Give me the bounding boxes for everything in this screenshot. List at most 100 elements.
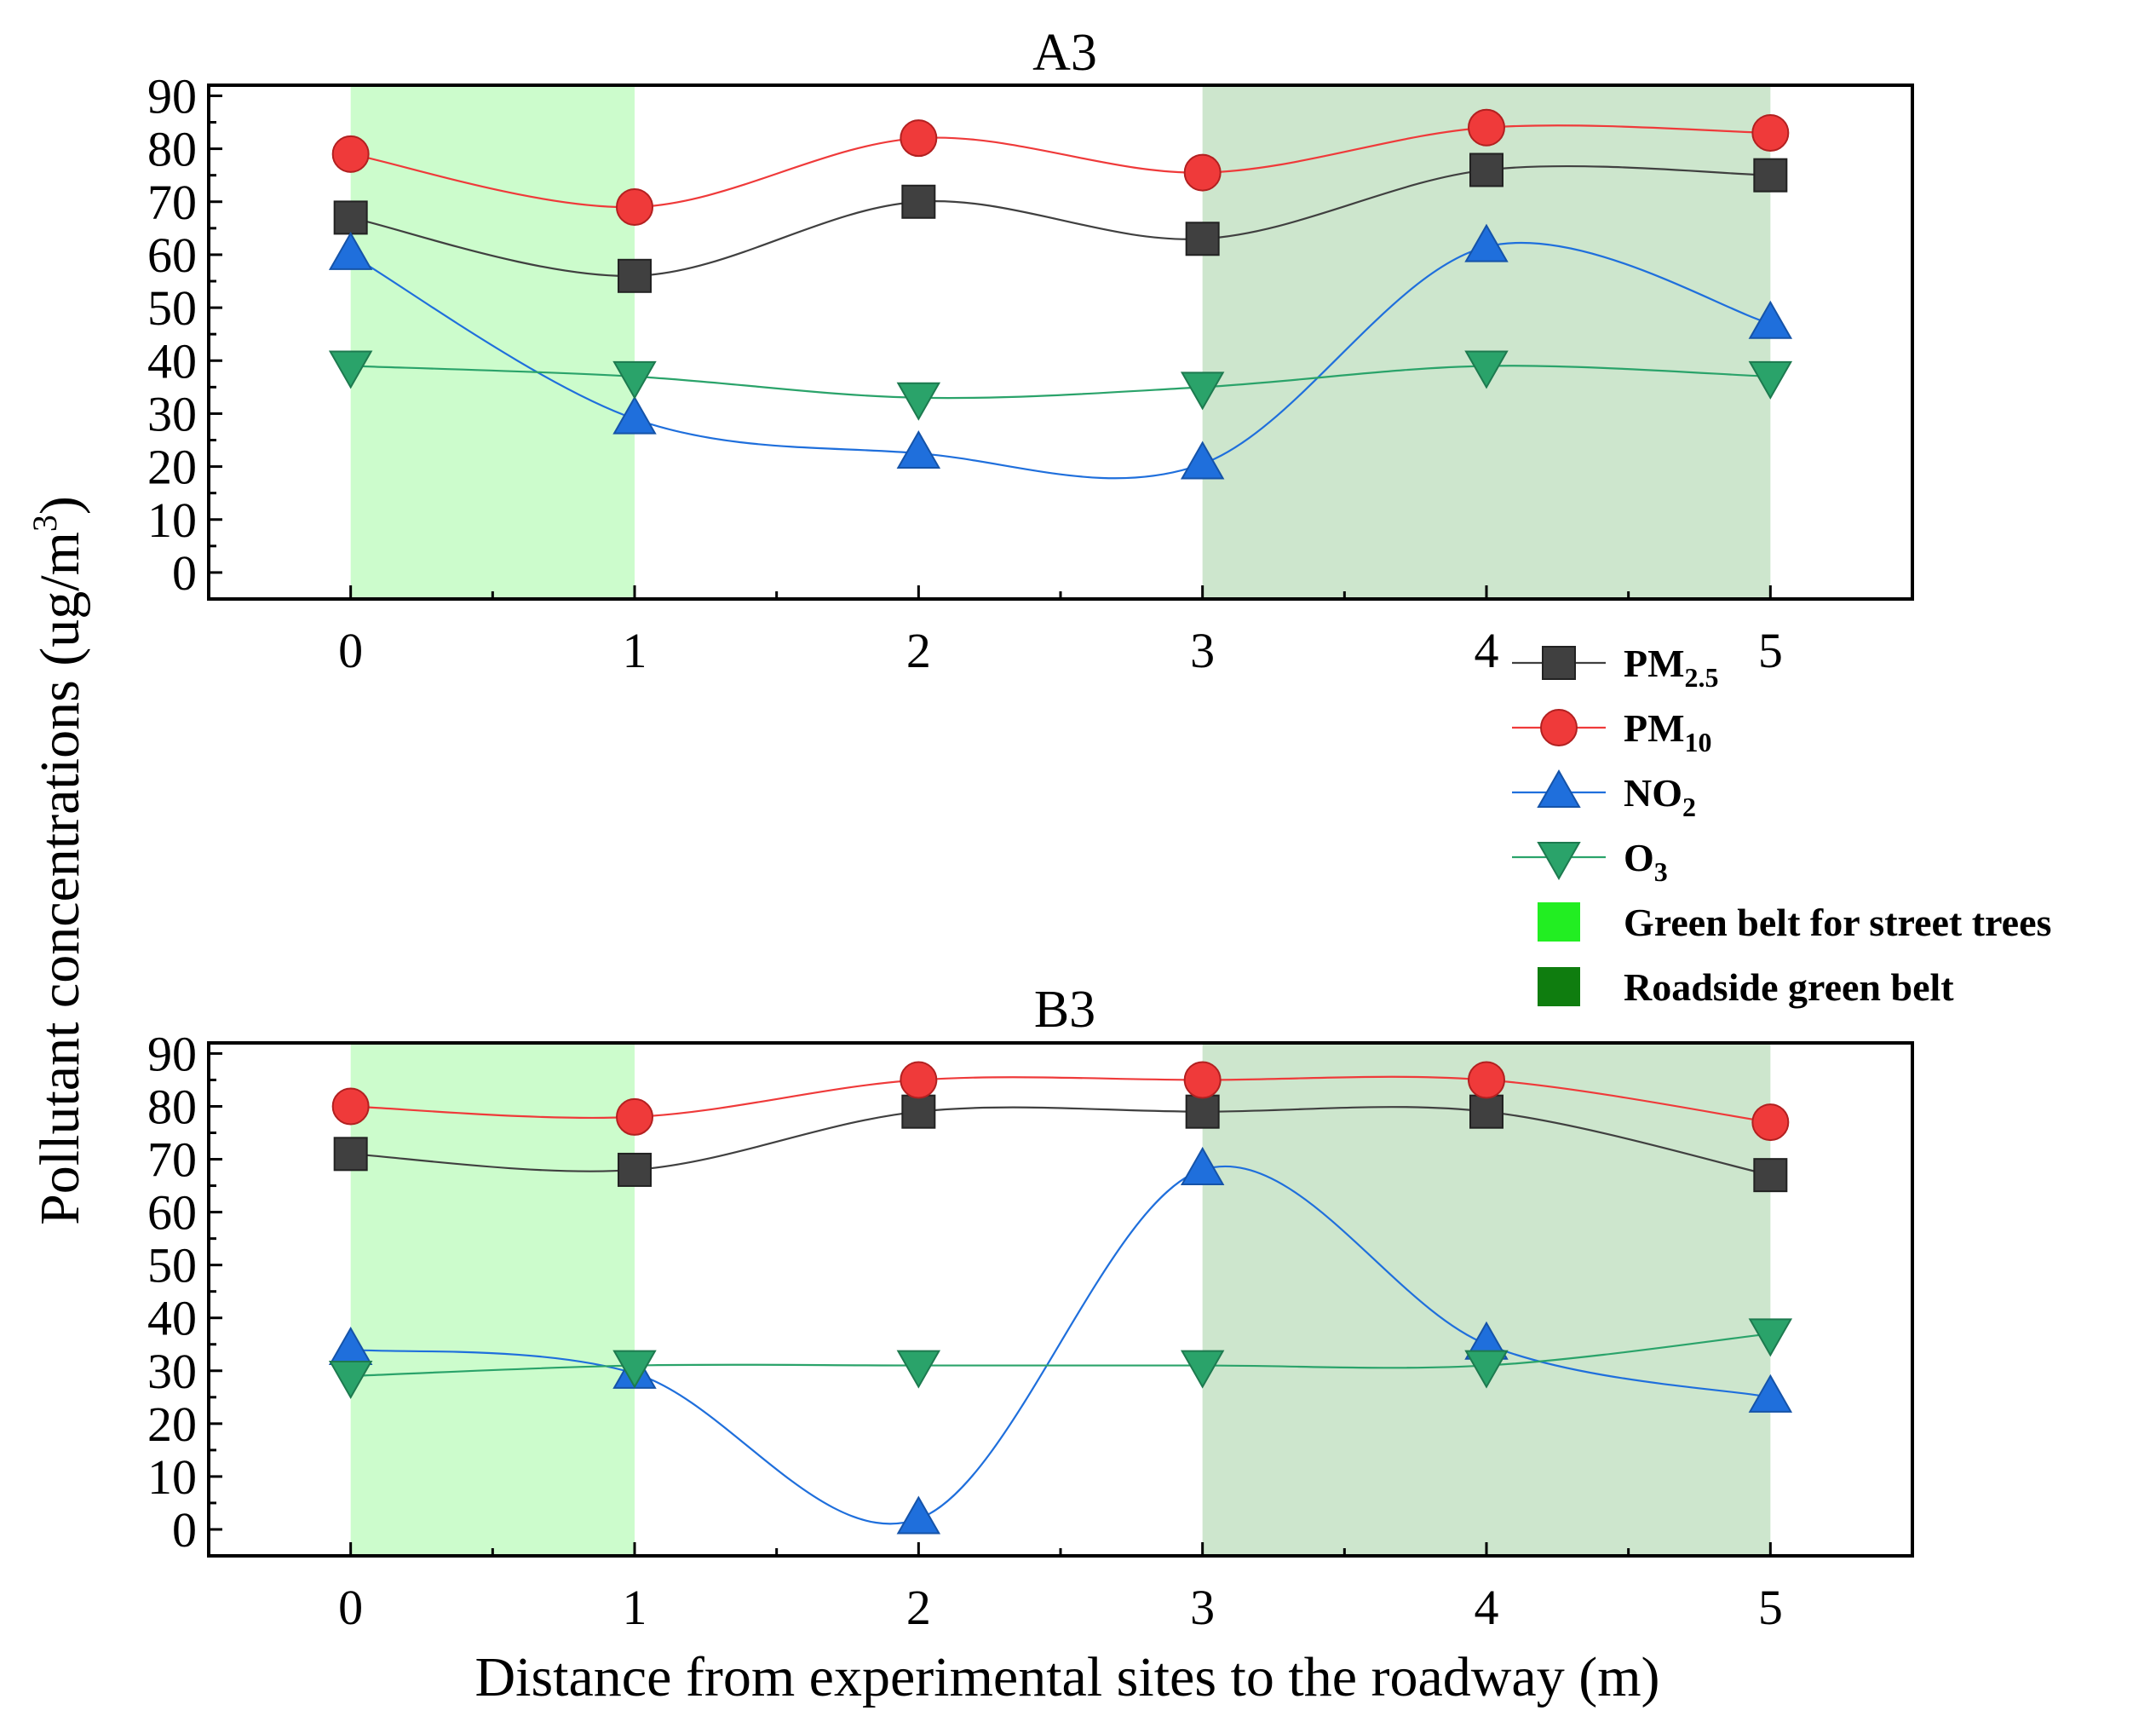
point-pm25-1: [618, 1152, 652, 1187]
point-pm25-1: [618, 258, 652, 293]
point-no2-3: [1180, 1146, 1225, 1185]
x-tick-label: 0: [338, 623, 363, 678]
y-tick-label: 70: [147, 175, 197, 230]
legend-label-pm10: PM10: [1624, 706, 1712, 757]
band-0: [350, 1043, 635, 1556]
point-o3-0: [328, 350, 373, 389]
point-o3-0: [328, 1360, 373, 1400]
x-tick-label: 4: [1475, 623, 1499, 678]
legend-label-o3-base: O: [1624, 836, 1654, 879]
point-o3-2: [896, 1350, 941, 1389]
series-line-pm10: [350, 1075, 1771, 1124]
legend-label-o3-sub: 3: [1654, 856, 1668, 887]
x-tick-label: 5: [1758, 1580, 1783, 1635]
point-o3-3: [1180, 371, 1225, 411]
point-pm25-2: [901, 1094, 936, 1129]
point-no2-3: [1180, 441, 1225, 480]
y-tick-label: 10: [147, 1449, 197, 1505]
band-0: [350, 85, 635, 599]
plot-frame: [207, 1041, 1914, 1558]
legend-symbol-pm25: [1542, 646, 1576, 680]
y-axis-title: Pollutant concentrations (ug/m3): [26, 496, 91, 1225]
legend-label-pm10-sub: 10: [1685, 727, 1712, 757]
point-no2-5: [1748, 1374, 1793, 1413]
y-axis-title-close: ): [29, 496, 91, 515]
plot-frame: [207, 84, 1914, 601]
point-o3-3: [1180, 1350, 1225, 1389]
y-axis-title-sup: 3: [26, 515, 64, 532]
point-pm25-4: [1469, 1094, 1503, 1129]
x-tick-label: 1: [623, 1580, 647, 1635]
legend-symbol-pm10: [1540, 709, 1578, 746]
panel-title: A3: [1032, 24, 1097, 82]
y-tick-label: 0: [172, 1502, 197, 1558]
x-tick-label: 3: [1190, 1580, 1215, 1635]
point-o3-1: [612, 1350, 657, 1389]
legend-label-street: Green belt for street trees: [1624, 901, 2051, 944]
legend-symbol-no2: [1537, 769, 1581, 808]
point-o3-5: [1748, 1318, 1793, 1357]
x-tick-label: 0: [338, 1580, 363, 1635]
y-tick-label: 40: [147, 333, 197, 389]
y-tick-label: 80: [147, 122, 197, 177]
point-o3-2: [896, 382, 941, 421]
legend-label-no2: NO2: [1624, 771, 1696, 822]
point-pm25-0: [333, 200, 368, 235]
legend-symbol-street: [1538, 902, 1580, 942]
point-pm10-5: [1751, 113, 1790, 152]
y-tick-label: 30: [147, 1344, 197, 1399]
legend-label-no2-sub: 2: [1682, 792, 1696, 822]
point-pm10-4: [1468, 1061, 1505, 1099]
point-pm10-4: [1468, 108, 1505, 147]
y-tick-label: 40: [147, 1291, 197, 1346]
y-tick-label: 0: [172, 545, 197, 601]
legend-label-street-base: Green belt for street trees: [1624, 901, 2051, 944]
legend-label-roadside-base: Roadside green belt: [1624, 965, 1954, 1009]
series-line-pm25: [350, 1106, 1771, 1177]
legend-symbol-o3: [1537, 842, 1581, 881]
series-line-o3: [350, 1333, 1771, 1378]
point-o3-1: [612, 360, 657, 400]
y-tick-label: 60: [147, 1185, 197, 1241]
legend-label-no2-base: NO: [1624, 771, 1682, 815]
y-tick-label: 30: [147, 386, 197, 441]
point-pm25-5: [1753, 158, 1788, 193]
x-tick-label: 2: [906, 623, 931, 678]
legend-symbol-roadside: [1538, 967, 1580, 1006]
y-tick-label: 60: [147, 227, 197, 283]
point-pm25-2: [901, 184, 936, 219]
point-pm10-1: [616, 1097, 653, 1136]
point-no2-2: [896, 1495, 941, 1535]
point-pm10-0: [331, 1087, 370, 1126]
y-tick-label: 50: [147, 280, 197, 336]
legend-label-pm10-base: PM: [1624, 706, 1685, 750]
y-tick-label: 90: [147, 1026, 197, 1081]
series-line-o3: [350, 365, 1771, 400]
point-pm25-3: [1185, 1094, 1220, 1129]
y-tick-label: 80: [147, 1079, 197, 1134]
point-pm25-4: [1469, 153, 1503, 187]
legend-label-pm25-base: PM: [1624, 642, 1685, 685]
x-tick-label: 2: [906, 1580, 931, 1635]
x-tick-label: 5: [1758, 623, 1783, 678]
x-tick-label: 3: [1190, 623, 1215, 678]
point-no2-1: [612, 395, 657, 435]
point-pm10-0: [331, 135, 370, 173]
panel-title: B3: [1034, 981, 1095, 1039]
y-tick-label: 10: [147, 492, 197, 548]
series-line-no2: [350, 241, 1771, 480]
legend-label-o3: O3: [1624, 836, 1668, 887]
point-pm10-1: [616, 187, 653, 226]
point-o3-5: [1748, 360, 1793, 400]
y-tick-label: 20: [147, 1397, 197, 1452]
series-line-pm25: [350, 164, 1771, 277]
y-tick-label: 20: [147, 440, 197, 495]
y-tick-label: 70: [147, 1132, 197, 1188]
series-line-pm10: [350, 124, 1771, 209]
legend-label-roadside: Roadside green belt: [1624, 965, 1954, 1009]
point-pm10-3: [1183, 1061, 1222, 1099]
